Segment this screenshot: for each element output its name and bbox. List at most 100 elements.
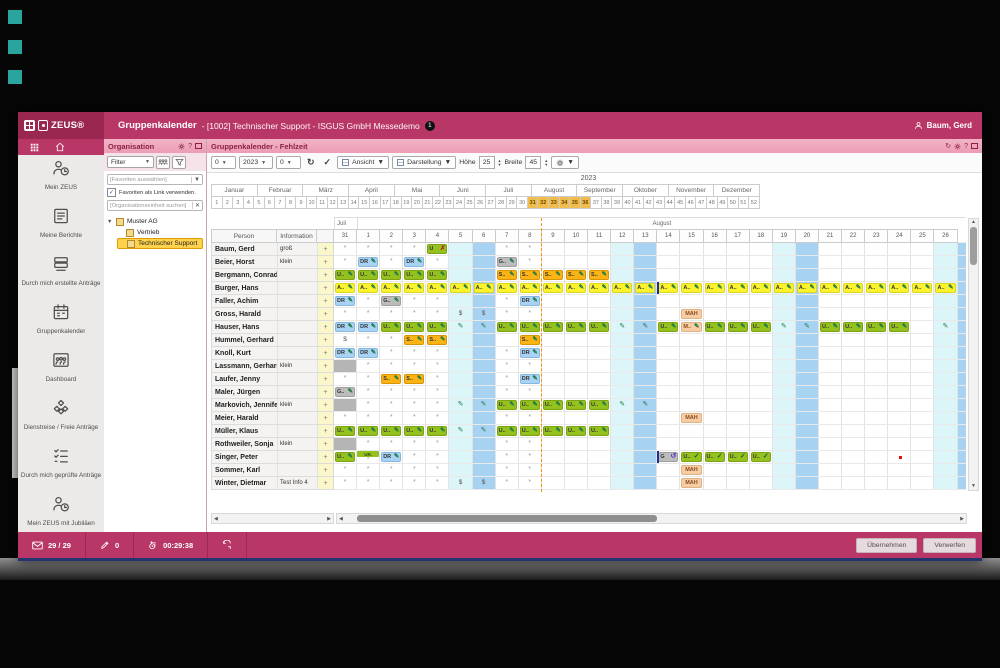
day-cell[interactable] (657, 295, 681, 308)
day-cell[interactable] (564, 360, 589, 373)
day-cell[interactable] (749, 347, 773, 360)
day-cell[interactable] (611, 308, 635, 321)
day-cell[interactable]: * (495, 464, 519, 477)
person-name-cell[interactable]: Baum, Gerd (211, 243, 277, 256)
day-cell[interactable]: U.. ✎ (865, 321, 889, 334)
day-cell[interactable]: * (380, 399, 404, 412)
week-number-cell[interactable]: 4 (243, 197, 255, 209)
day-cell[interactable] (842, 373, 866, 386)
day-cell[interactable] (703, 269, 727, 282)
day-cell[interactable]: * (426, 438, 450, 451)
day-cell[interactable]: * (426, 386, 450, 399)
table-row[interactable]: Bergmann, Conrad + U.. ✎ U.. ✎ U.. ✎ U.. ✎ U.. ✎ S..… (211, 269, 982, 282)
absence-chip-u[interactable]: U.. ✎ (335, 270, 356, 280)
day-cell[interactable]: MAH (680, 308, 704, 321)
person-name-cell[interactable]: Sommer, Karl (211, 464, 277, 477)
day-cell[interactable] (564, 308, 589, 321)
discard-button[interactable]: Verwerfen (923, 537, 976, 553)
day-cell[interactable] (472, 451, 496, 464)
person-info-cell[interactable] (277, 412, 317, 425)
day-cell[interactable] (934, 295, 958, 308)
day-cell[interactable] (726, 243, 750, 256)
day-cell[interactable] (818, 386, 843, 399)
day-cell[interactable] (703, 334, 727, 347)
day-cell[interactable]: U.. ✎ (403, 269, 427, 282)
day-cell[interactable] (865, 334, 889, 347)
day-cell[interactable] (818, 438, 843, 451)
day-cell[interactable]: G.. ✎ (334, 386, 358, 399)
absence-chip-dr[interactable]: DR ✎ (519, 296, 540, 306)
day-cell[interactable] (703, 295, 727, 308)
week-number-cell[interactable]: 20 (412, 197, 423, 209)
day-cell[interactable]: * (357, 464, 381, 477)
week-number-cell[interactable]: 26 (475, 197, 486, 209)
absence-chip-a[interactable]: A.. ✎ (843, 283, 864, 293)
person-info-cell[interactable]: klein (277, 399, 317, 412)
day-cell[interactable] (726, 412, 750, 425)
day-cell[interactable] (749, 399, 773, 412)
day-cell[interactable] (657, 243, 681, 256)
day-cell[interactable] (334, 399, 358, 412)
day-cell[interactable] (634, 360, 658, 373)
day-cell[interactable]: U.. ✎ (726, 321, 750, 334)
day-cell[interactable]: ✎ (611, 399, 635, 412)
day-cell[interactable] (634, 334, 658, 347)
day-cell[interactable] (865, 477, 889, 490)
day-cell[interactable] (472, 295, 496, 308)
day-cell[interactable] (657, 256, 681, 269)
day-cell[interactable] (611, 438, 635, 451)
day-header-cell[interactable]: 9 (541, 229, 565, 243)
day-cell[interactable]: * (403, 360, 427, 373)
day-cell[interactable]: A.. ✎ (749, 282, 773, 295)
day-cell[interactable] (865, 243, 889, 256)
day-cell[interactable]: A.. ✎ (449, 282, 473, 295)
day-cell[interactable] (634, 425, 658, 438)
absence-chip-dr[interactable]: DR ✎ (358, 257, 379, 267)
absence-chip-a[interactable]: A.. ✎ (912, 283, 933, 293)
day-cell[interactable] (611, 425, 635, 438)
day-cell[interactable] (795, 477, 819, 490)
day-cell[interactable] (449, 269, 473, 282)
day-cell[interactable]: * (426, 412, 450, 425)
day-cell[interactable] (934, 386, 958, 399)
day-cell[interactable] (795, 399, 819, 412)
table-row[interactable]: Sommer, Karl + * * * * * * * MAH (211, 464, 982, 477)
absence-chip-u[interactable]: U.. ✎ (589, 426, 610, 436)
org-search-input[interactable]: [Organisationseinheit suchen] ✕ (107, 200, 203, 211)
day-cell[interactable]: A.. ✎ (795, 282, 819, 295)
day-cell[interactable]: U.. ✎ (518, 425, 542, 438)
day-cell[interactable] (772, 386, 796, 399)
day-cell[interactable] (749, 438, 773, 451)
week-number-cell[interactable]: 21 (422, 197, 434, 209)
week-number-cell[interactable]: 8 (285, 197, 297, 209)
day-cell[interactable]: U.. ✎ (588, 399, 612, 412)
day-cell[interactable] (865, 269, 889, 282)
absence-chip-u[interactable]: U.. ✎ (889, 322, 910, 332)
day-cell[interactable]: * (380, 308, 404, 321)
table-row[interactable]: Knoll, Kurt + DR ✎ DR ✎ * * * * DR ✎ (211, 347, 982, 360)
day-cell[interactable]: A.. ✎ (518, 282, 542, 295)
day-cell[interactable] (818, 347, 843, 360)
day-cell[interactable] (818, 295, 843, 308)
person-info-cell[interactable]: klein (277, 438, 317, 451)
scroll-right-icon[interactable]: ▶ (960, 515, 964, 522)
absence-chip-u[interactable]: U.. ✎ (819, 322, 841, 332)
absence-chip-dr[interactable]: DR ✎ (335, 322, 356, 332)
day-cell[interactable] (865, 347, 889, 360)
year-select[interactable]: 2023 ▼ (239, 156, 273, 169)
absence-chip-uc[interactable]: U.. ✓ (727, 452, 748, 462)
day-cell[interactable]: DR ✎ (357, 347, 381, 360)
day-cell[interactable] (611, 295, 635, 308)
day-cell[interactable] (611, 464, 635, 477)
table-row[interactable]: Gross, Harald + * * * * * $ $ * * MAH (211, 308, 982, 321)
day-cell[interactable] (634, 412, 658, 425)
day-cell[interactable] (726, 386, 750, 399)
day-cell[interactable]: * (426, 373, 450, 386)
day-cell[interactable]: A.. ✎ (634, 282, 658, 295)
day-header-cell[interactable]: 13 (634, 229, 658, 243)
day-cell[interactable] (449, 373, 473, 386)
day-cell[interactable] (934, 347, 958, 360)
absence-chip-g[interactable]: G.. ✎ (381, 296, 402, 306)
day-cell[interactable] (564, 347, 589, 360)
person-name-cell[interactable]: Hummel, Gerhard (211, 334, 277, 347)
